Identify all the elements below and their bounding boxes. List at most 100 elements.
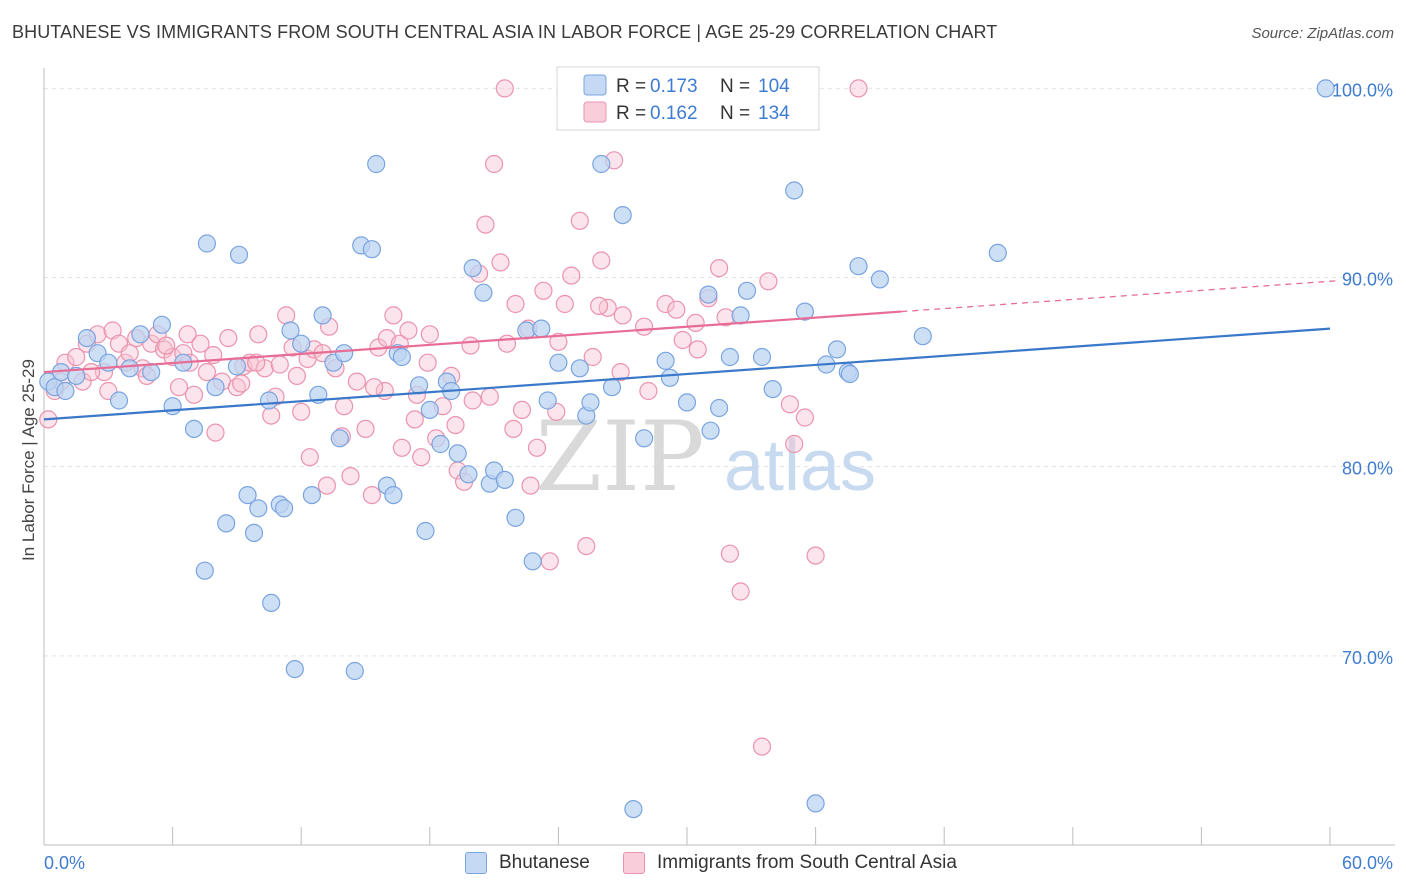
point-bhutanese xyxy=(67,366,86,385)
y-tick-label: 80.0% xyxy=(1342,459,1393,479)
point-bhutanese xyxy=(345,661,364,681)
point-bhutanese xyxy=(495,470,514,489)
point-bhutanese xyxy=(229,245,249,264)
point-bhutanese xyxy=(367,154,386,174)
point-bhutanese xyxy=(249,499,268,518)
point-immigrants xyxy=(317,476,336,495)
point-immigrants xyxy=(461,336,480,355)
point-immigrants xyxy=(634,317,654,336)
trend-line-bhutanese xyxy=(43,327,1331,421)
point-bhutanese xyxy=(474,283,493,302)
point-immigrants xyxy=(405,410,424,429)
point-bhutanese xyxy=(570,359,589,378)
point-immigrants xyxy=(197,363,216,382)
point-bhutanese xyxy=(517,321,536,340)
point-immigrants xyxy=(157,336,176,355)
chart-title: BHUTANESE VS IMMIGRANTS FROM SOUTH CENTR… xyxy=(12,22,998,42)
point-immigrants xyxy=(785,434,804,454)
stats-r-label-pink: R = xyxy=(616,103,646,124)
trend-line-immigrants-extension xyxy=(901,280,1339,313)
stats-n-value-blue: 104 xyxy=(758,76,790,97)
point-bhutanese xyxy=(624,799,643,819)
point-bhutanese xyxy=(870,270,890,289)
point-immigrants xyxy=(780,395,800,414)
point-bhutanese xyxy=(109,391,129,410)
point-bhutanese xyxy=(613,206,632,225)
point-bhutanese xyxy=(506,508,525,527)
point-bhutanese xyxy=(292,334,311,353)
point-bhutanese xyxy=(238,486,257,505)
point-immigrants xyxy=(277,306,296,325)
point-bhutanese xyxy=(416,521,435,541)
point-bhutanese xyxy=(1316,79,1335,98)
point-immigrants xyxy=(720,544,740,563)
point-immigrants xyxy=(169,378,189,397)
point-immigrants xyxy=(613,306,632,325)
point-bhutanese xyxy=(206,378,225,397)
point-bhutanese xyxy=(227,357,246,376)
point-bhutanese xyxy=(275,499,294,518)
legend-label-bhutanese: Bhutanese xyxy=(499,852,590,873)
stats-legend-swatch-pink xyxy=(583,101,607,123)
point-immigrants xyxy=(446,416,465,435)
point-bhutanese xyxy=(592,154,611,174)
point-bhutanese xyxy=(262,593,281,613)
stats-r-label-blue: R = xyxy=(616,76,646,97)
point-bhutanese xyxy=(849,257,868,276)
point-immigrants xyxy=(120,344,139,363)
point-bhutanese xyxy=(77,329,97,348)
point-immigrants xyxy=(583,347,602,367)
point-bhutanese xyxy=(752,347,772,367)
stats-n-label-blue: N = xyxy=(720,76,750,97)
point-immigrants xyxy=(418,353,437,372)
point-immigrants xyxy=(752,737,772,756)
point-immigrants xyxy=(555,294,574,314)
point-immigrants xyxy=(656,294,675,314)
point-bhutanese xyxy=(285,659,304,679)
point-bhutanese xyxy=(731,306,750,325)
point-immigrants xyxy=(497,334,517,353)
point-immigrants xyxy=(759,272,778,291)
point-bhutanese xyxy=(420,400,439,419)
point-bhutanese xyxy=(431,434,450,454)
y-axis-title: In Labor Force | Age 25-29 xyxy=(19,359,38,561)
point-immigrants xyxy=(667,300,686,319)
stats-n-label-pink: N = xyxy=(720,103,750,124)
legend-swatch-pink xyxy=(623,852,645,874)
point-bhutanese xyxy=(142,363,161,382)
point-bhutanese xyxy=(737,281,757,300)
point-immigrants xyxy=(384,306,403,325)
stats-n-value-pink: 134 xyxy=(758,103,790,124)
point-immigrants xyxy=(639,381,658,401)
point-immigrants xyxy=(232,374,251,393)
point-immigrants xyxy=(673,330,692,350)
point-immigrants xyxy=(709,259,729,278)
trend-lines xyxy=(43,280,1339,421)
point-immigrants xyxy=(178,325,197,344)
point-bhutanese xyxy=(602,378,622,397)
point-bhutanese xyxy=(840,364,860,384)
point-bhutanese xyxy=(302,486,321,505)
point-bhutanese xyxy=(701,421,720,440)
point-immigrants xyxy=(292,402,311,421)
tick-labels: 70.0% 80.0% 90.0% 100.0% 0.0% 60.0% xyxy=(44,80,1393,873)
point-bhutanese xyxy=(532,319,551,338)
point-bhutanese xyxy=(677,393,697,412)
x-tick-label: 0.0% xyxy=(44,853,85,873)
point-immigrants xyxy=(491,253,510,272)
point-immigrants xyxy=(577,536,596,556)
point-bhutanese xyxy=(56,381,75,401)
x-tick-label: 60.0% xyxy=(1342,853,1393,873)
point-bhutanese xyxy=(217,514,236,533)
point-bhutanese xyxy=(244,523,264,543)
point-immigrants xyxy=(686,313,705,332)
stats-legend: R = 0.173 N = 104 R = 0.162 N = 134 xyxy=(556,66,820,131)
point-immigrants xyxy=(191,334,210,353)
point-bhutanese xyxy=(463,259,482,278)
point-bhutanese xyxy=(699,285,718,304)
point-immigrants xyxy=(365,378,384,397)
point-immigrants xyxy=(506,294,525,314)
point-immigrants xyxy=(262,406,281,425)
point-bhutanese xyxy=(988,243,1007,262)
